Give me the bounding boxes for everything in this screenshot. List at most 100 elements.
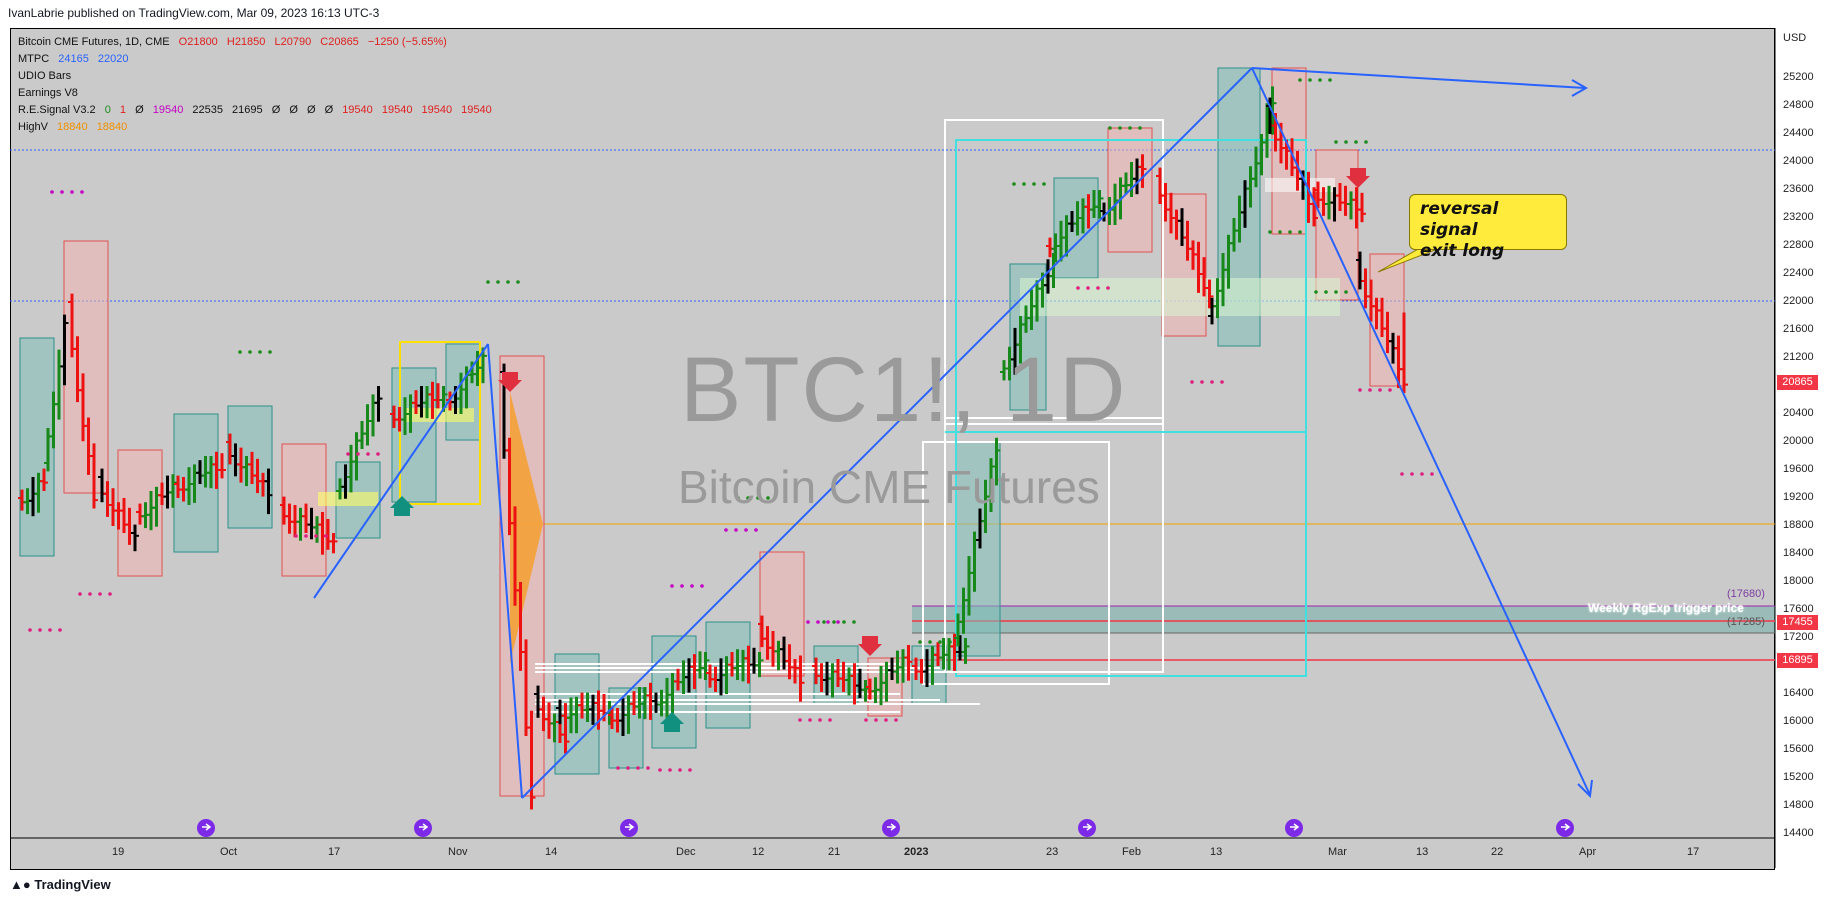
signal-dot xyxy=(688,768,692,772)
signal-dot xyxy=(80,190,84,194)
signal-dot xyxy=(798,718,802,722)
signal-dot xyxy=(1022,182,1026,186)
signal-dot xyxy=(700,584,704,588)
legend-resignal-v5: 21695 xyxy=(232,104,263,116)
signal-dot xyxy=(1354,140,1358,144)
trend-projection-line xyxy=(1251,67,1591,796)
event-marker-icon xyxy=(620,819,638,837)
x-tick-label: 14 xyxy=(545,846,558,858)
trigger-price-tag: 17455 xyxy=(1777,615,1818,630)
y-tick-label: 21600 xyxy=(1783,323,1814,335)
signal-dot xyxy=(1086,286,1090,290)
publish-info: IvanLabrie published on TradingView.com,… xyxy=(8,6,380,20)
signal-dot xyxy=(366,452,370,456)
signal-dot xyxy=(938,640,942,644)
legend-resignal-v13: 19540 xyxy=(461,104,492,116)
signal-dot xyxy=(736,496,740,500)
signal-dot xyxy=(680,584,684,588)
callout-reversal[interactable]: reversal signal exit long xyxy=(1409,194,1567,261)
signal-box xyxy=(63,240,109,494)
signal-dot xyxy=(38,628,42,632)
legend-resignal-v9: Ø xyxy=(324,104,334,116)
y-tick-label: 22400 xyxy=(1783,267,1814,279)
x-tick-label: 13 xyxy=(1416,846,1429,858)
y-tick-label: 18000 xyxy=(1783,575,1814,587)
legend-symbol-row[interactable]: Bitcoin CME Futures, 1D, CME O21800 H218… xyxy=(18,34,498,51)
signal-dot xyxy=(324,534,328,538)
signal-dot xyxy=(670,584,674,588)
trend-line xyxy=(313,343,489,599)
legend-resignal-v4: 22535 xyxy=(192,104,223,116)
signal-dot xyxy=(1012,182,1016,186)
x-tick-label: 12 xyxy=(752,846,765,858)
signal-dot xyxy=(1344,140,1348,144)
legend-resignal-v8: Ø xyxy=(306,104,316,116)
legend: Bitcoin CME Futures, 1D, CME O21800 H218… xyxy=(18,34,498,136)
legend-highv[interactable]: HighV 18840 18840 xyxy=(18,119,498,136)
signal-dot xyxy=(806,620,810,624)
event-marker-glyph xyxy=(202,823,212,831)
x-tick-label: 13 xyxy=(1210,846,1223,858)
legend-resignal-label: R.E.Signal V3.2 xyxy=(18,104,96,116)
signal-dot xyxy=(1328,78,1332,82)
tradingview-logo[interactable]: ▲● TradingView xyxy=(10,877,111,892)
currency-label: USD xyxy=(1783,32,1807,44)
trend-projection-line xyxy=(1251,67,1586,89)
signal-arrow-icon xyxy=(390,496,414,516)
signal-dot xyxy=(1096,286,1100,290)
signal-box xyxy=(391,367,437,503)
signal-dot xyxy=(1288,230,1292,234)
legend-earnings[interactable]: Earnings V8 xyxy=(18,87,78,99)
y-tick-label: 15600 xyxy=(1783,743,1814,755)
signal-dot xyxy=(356,452,360,456)
yellow-band xyxy=(318,492,378,506)
signal-dot xyxy=(766,496,770,500)
signal-dot xyxy=(828,718,832,722)
legend-symbol[interactable]: Bitcoin CME Futures, 1D, CME xyxy=(18,36,170,48)
signal-dot xyxy=(376,452,380,456)
signal-dot xyxy=(1420,472,1424,476)
event-marker-icon xyxy=(197,819,215,837)
signal-dot xyxy=(58,628,62,632)
x-tick-label: Feb xyxy=(1122,846,1141,858)
signal-dot xyxy=(238,350,242,354)
x-tick-label: 23 xyxy=(1046,846,1059,858)
signal-dot xyxy=(506,280,510,284)
signal-dot xyxy=(1368,388,1372,392)
signal-dot xyxy=(1298,78,1302,82)
signal-dot xyxy=(1298,230,1302,234)
legend-udio[interactable]: UDIO Bars xyxy=(18,70,72,82)
signal-dot xyxy=(690,584,694,588)
y-tick-label: 18400 xyxy=(1783,547,1814,559)
support-band xyxy=(1020,278,1340,316)
signal-dot xyxy=(516,280,520,284)
y-tick-label: 14400 xyxy=(1783,827,1814,839)
legend-resignal-v1: 1 xyxy=(119,104,127,116)
y-tick-label: 16000 xyxy=(1783,715,1814,727)
signal-dot xyxy=(1220,380,1224,384)
legend-highv-v1: 18840 xyxy=(57,121,88,133)
legend-mtpc[interactable]: MTPC 24165 22020 xyxy=(18,51,498,68)
x-tick-label: 17 xyxy=(328,846,341,858)
signal-dot xyxy=(822,620,826,624)
x-tick-label: 19 xyxy=(112,846,125,858)
signal-dot xyxy=(1358,388,1362,392)
x-tick-label: 21 xyxy=(828,846,841,858)
signal-dot xyxy=(60,190,64,194)
signal-dot xyxy=(1190,380,1194,384)
signal-arrow-icon xyxy=(858,636,882,656)
signal-dot xyxy=(836,620,840,624)
y-tick-label: 24000 xyxy=(1783,155,1814,167)
callout-line1: reversal signal xyxy=(1420,199,1499,240)
watermark-name: Bitcoin CME Futures xyxy=(678,461,1100,513)
legend-resignal-v7: Ø xyxy=(289,104,298,116)
signal-dot xyxy=(1400,472,1404,476)
event-marker-icon xyxy=(1556,819,1574,837)
trend-line xyxy=(487,343,523,799)
signal-dot xyxy=(314,534,318,538)
signal-dot xyxy=(678,768,682,772)
level-17680-label: (17680) xyxy=(1727,588,1765,600)
brand-text: TradingView xyxy=(34,877,111,892)
legend-resignal[interactable]: R.E.Signal V3.2 0 1 Ø 19540 22535 21695 … xyxy=(18,102,498,119)
